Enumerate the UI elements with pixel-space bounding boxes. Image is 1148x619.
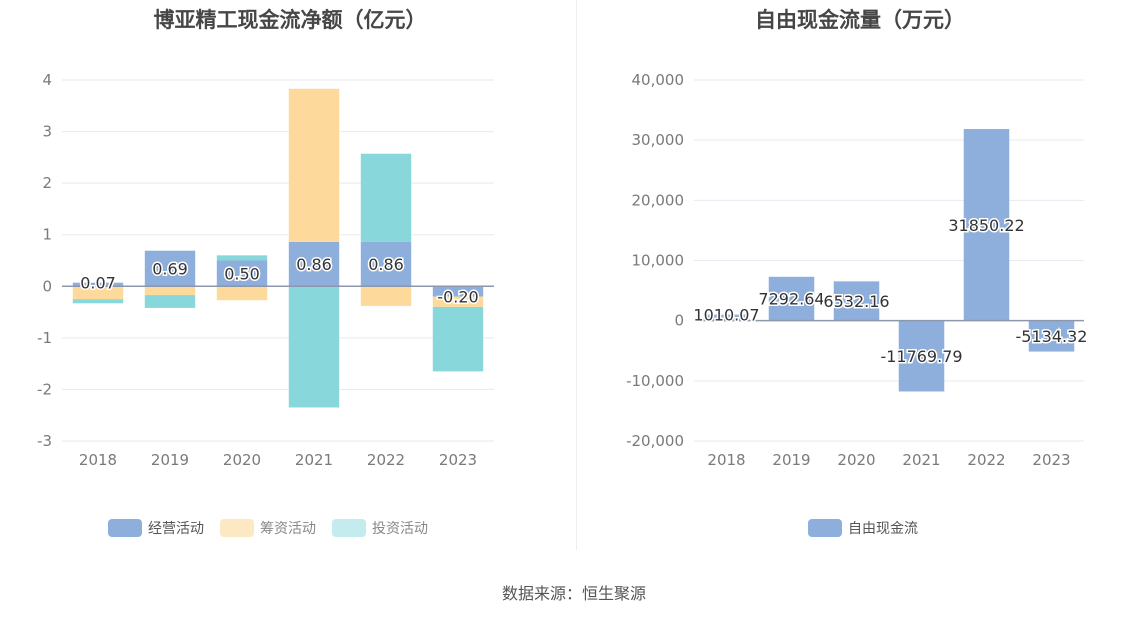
x-tick-label: 2021 <box>295 451 333 469</box>
legend-label-free-cash-flow: 自由现金流 <box>848 521 918 537</box>
left-chart-title: 博亚精工现金流净额（亿元） <box>153 8 427 32</box>
data-label: 0.07 <box>80 274 116 293</box>
legend-item-operating[interactable]: 经营活动 <box>108 518 204 538</box>
y-tick-label: -3 <box>37 432 52 450</box>
y-tick-label: 0 <box>674 312 684 330</box>
right-chart-title: 自由现金流量（万元） <box>755 8 965 32</box>
legend-swatch-free-cash-flow <box>808 519 842 537</box>
x-tick-label: 2022 <box>367 451 405 469</box>
bar-0 <box>216 260 268 287</box>
legend-label-investing: 投资活动 <box>372 521 428 537</box>
legend-label-operating: 经营活动 <box>148 521 204 537</box>
y-tick-label: 20,000 <box>632 191 685 209</box>
bar-0 <box>144 250 196 287</box>
y-tick-label: 2 <box>42 174 52 192</box>
legend-swatch-financing <box>220 519 254 537</box>
right-chart-legend: 自由现金流 <box>808 518 934 538</box>
data-label: 0.86 <box>296 255 332 274</box>
x-tick-label: 2018 <box>79 451 117 469</box>
data-label: 0.86 <box>368 255 404 274</box>
data-label: 7292.64 <box>758 290 824 309</box>
x-tick-label: 2019 <box>772 451 810 469</box>
bar-2 <box>432 306 484 372</box>
data-label: -11769.79 <box>880 347 962 366</box>
bar-0 <box>1028 320 1075 352</box>
legend-item-free-cash-flow[interactable]: 自由现金流 <box>808 518 918 538</box>
bar-0 <box>72 282 124 287</box>
bar-0 <box>833 281 880 321</box>
legend-item-investing[interactable]: 投资活动 <box>332 518 428 538</box>
bar-1 <box>72 286 124 300</box>
x-tick-label: 2020 <box>223 451 261 469</box>
bar-0 <box>432 286 484 297</box>
y-tick-label: 40,000 <box>632 71 685 89</box>
data-label: -0.20 <box>437 288 478 307</box>
data-label: 6532.16 <box>823 292 889 311</box>
x-tick-label: 2021 <box>902 451 940 469</box>
legend-item-financing[interactable]: 筹资活动 <box>220 518 316 538</box>
data-label: 31850.22 <box>948 216 1024 235</box>
data-label: 1010.07 <box>693 306 759 325</box>
x-tick-label: 2020 <box>837 451 875 469</box>
bar-2 <box>216 255 268 261</box>
bar-0 <box>288 241 340 287</box>
y-tick-label: 10,000 <box>632 252 685 270</box>
bar-0 <box>703 314 750 321</box>
y-tick-label: -10,000 <box>626 372 684 390</box>
y-tick-label: -2 <box>37 380 52 398</box>
bar-1 <box>288 88 340 242</box>
y-tick-label: 4 <box>42 71 52 89</box>
bar-2 <box>360 153 412 242</box>
bar-1 <box>432 296 484 307</box>
x-tick-label: 2023 <box>1032 451 1070 469</box>
free-cash-flow-chart: -20,000 -10,000 0 10,000 20,000 30,000 40,000 2… <box>626 71 1089 469</box>
bar-2 <box>72 299 124 304</box>
data-label: 0.50 <box>224 264 260 283</box>
data-label: 0.69 <box>152 259 188 278</box>
x-tick-label: 2018 <box>707 451 745 469</box>
x-tick-label: 2019 <box>151 451 189 469</box>
y-tick-label: -1 <box>37 329 52 347</box>
bar-2 <box>144 295 196 308</box>
y-tick-label: 3 <box>42 123 52 141</box>
bar-0 <box>360 241 412 287</box>
data-label: -5134.32 <box>1016 327 1088 346</box>
legend-swatch-operating <box>108 519 142 537</box>
y-tick-label: 30,000 <box>632 131 685 149</box>
bar-0 <box>768 276 815 321</box>
y-tick-label: 0 <box>42 277 52 295</box>
bar-0 <box>898 320 945 392</box>
x-tick-label: 2023 <box>439 451 477 469</box>
bar-2 <box>288 286 340 408</box>
bar-1 <box>216 286 268 301</box>
bar-1 <box>144 286 196 296</box>
y-tick-label: -20,000 <box>626 432 684 450</box>
bar-1 <box>360 286 412 306</box>
data-source: 数据来源：恒生聚源 <box>501 584 646 603</box>
legend-swatch-investing <box>332 519 366 537</box>
left-chart-legend: 经营活动 筹资活动 投资活动 <box>108 518 444 538</box>
bar-0 <box>963 129 1010 321</box>
chart-divider <box>576 0 577 550</box>
x-tick-label: 2022 <box>967 451 1005 469</box>
y-tick-label: 1 <box>42 226 52 244</box>
legend-label-financing: 筹资活动 <box>260 521 316 537</box>
cash-flow-net-chart: -3 -2 -1 0 1 2 3 4 2018 2019 2020 2021 2022 2023 0.07 0… <box>37 71 494 469</box>
